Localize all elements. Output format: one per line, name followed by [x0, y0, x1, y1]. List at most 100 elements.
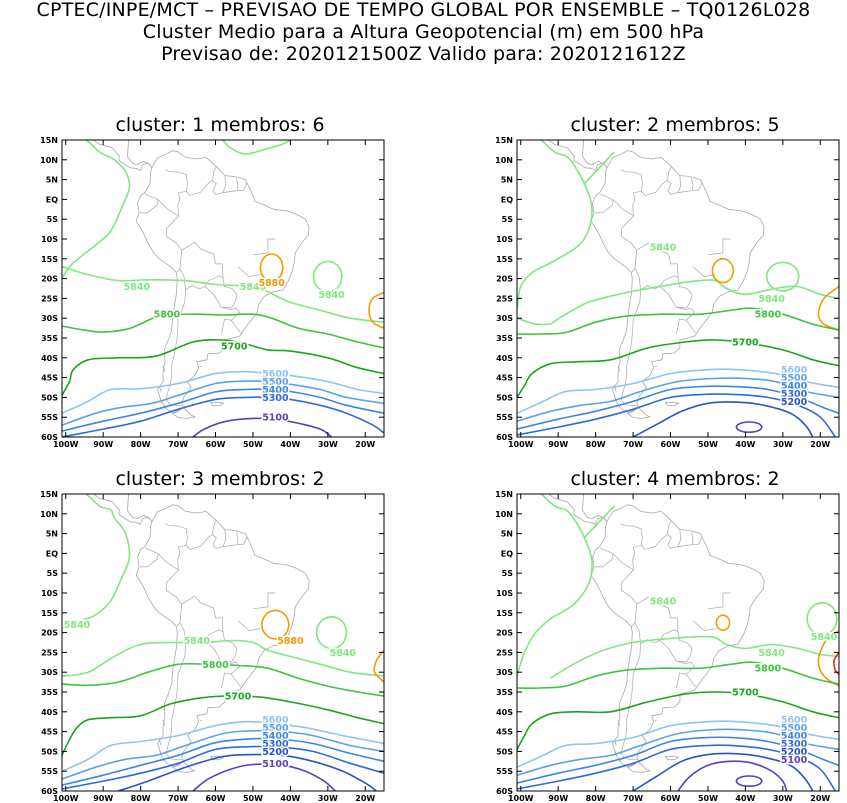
island-coastline — [158, 395, 162, 400]
lat-tick-label: 5S — [502, 569, 514, 578]
lon-tick-label: 100W — [53, 440, 79, 449]
contour-line-5300 — [517, 744, 836, 791]
contour-line-5400 — [517, 736, 839, 784]
contour-line-5840 — [312, 260, 343, 293]
border-line — [222, 529, 239, 548]
lon-tick-label: 20W — [355, 794, 375, 803]
central-america-coastline — [92, 494, 153, 525]
lon-tick-label: 40W — [735, 794, 755, 803]
border-line — [641, 172, 669, 196]
border-line — [685, 673, 696, 688]
contour-label: 5840 — [318, 290, 345, 301]
lon-tick-label: 30W — [318, 440, 338, 449]
contour-label: 5840 — [650, 242, 677, 253]
border-line — [659, 286, 693, 309]
lat-tick-label: 15N — [495, 136, 513, 145]
contour-line-5880 — [817, 285, 839, 331]
border-line — [634, 268, 679, 291]
contour-line-5100 — [677, 760, 788, 791]
contour-line-5840 — [517, 140, 593, 311]
lat-tick-label: 55S — [41, 413, 58, 422]
contour-line-5840 — [62, 140, 131, 280]
coastlines — [92, 494, 310, 773]
lat-tick-label: 5N — [46, 176, 58, 185]
lat-tick-label: 30S — [41, 668, 58, 677]
lat-tick-label: 55S — [41, 767, 58, 776]
lon-tick-label: 30W — [773, 440, 793, 449]
lat-tick-label: 50S — [496, 747, 513, 756]
lon-tick-label: 90W — [548, 794, 568, 803]
contour-label: 5200 — [781, 747, 808, 758]
contour-label: 5300 — [781, 389, 808, 400]
contour-line-5880 — [711, 257, 735, 284]
contour-line-5880 — [715, 614, 731, 632]
lon-tick-label: 100W — [508, 440, 534, 449]
contour-label: 5840 — [64, 620, 91, 631]
contour-line-5100 — [192, 763, 336, 791]
border-line — [668, 166, 672, 173]
map-panel-4: 5840 5840 5840 5800 5700 56005500540053005200… — [495, 490, 840, 803]
lat-tick-label: EQ — [46, 195, 58, 204]
lon-tick-label: 70W — [168, 794, 188, 803]
lat-tick-label: 15S — [41, 255, 58, 264]
lat-tick-label: 55S — [496, 413, 513, 422]
border-line — [237, 182, 248, 192]
contour-label: 5300 — [781, 739, 808, 750]
contour-label: 5600 — [262, 369, 289, 380]
lat-tick-label: 35S — [41, 334, 58, 343]
border-line — [139, 193, 159, 214]
contour-line-5600 — [62, 370, 384, 414]
contour-line-5500 — [62, 729, 384, 780]
contour-label: 5400 — [262, 385, 289, 396]
contour-line-5880 — [259, 253, 284, 282]
tierra-del-fuego-coastline — [172, 761, 196, 773]
falkland-islands-coastline — [665, 755, 680, 761]
lat-tick-label: 40S — [41, 708, 58, 717]
border-line — [612, 199, 638, 273]
contour-line-5600 — [517, 368, 839, 414]
border-line — [165, 643, 186, 760]
panel-1-title: cluster: 1 membros: 6 — [115, 114, 325, 136]
lat-tick-label: 35S — [496, 334, 513, 343]
border-line — [677, 175, 694, 194]
contour-line-5840 — [62, 494, 131, 630]
contour-line-5840 — [62, 639, 384, 677]
lat-tick-label: 45S — [496, 728, 513, 737]
border-line — [636, 595, 680, 641]
contour-line-5840 — [583, 505, 615, 539]
lat-tick-label: 10S — [496, 235, 513, 244]
contour-label: 5800 — [755, 310, 782, 321]
lon-tick-label: 30W — [318, 794, 338, 803]
border-line — [634, 622, 679, 645]
contour-line-5400 — [62, 737, 384, 786]
lat-tick-label: 10N — [40, 510, 58, 519]
lat-tick-label: 40S — [496, 354, 513, 363]
lat-tick-label: 50S — [41, 747, 58, 756]
contour-line-5840 — [517, 317, 551, 326]
contour-label: 5600 — [781, 365, 808, 376]
lon-tick-label: 80W — [586, 794, 606, 803]
contour-line-5500 — [62, 380, 384, 426]
contour-line-5920 — [833, 651, 839, 675]
border-line — [692, 266, 716, 277]
contour-label: 5400 — [262, 731, 289, 742]
lat-tick-label: 40S — [496, 708, 513, 717]
contour-line-5400 — [517, 385, 839, 430]
contour-line-5600 — [517, 720, 839, 768]
border-line — [212, 180, 224, 195]
contour-label: 5840 — [184, 636, 211, 647]
contour-lines — [517, 494, 839, 791]
map-frame — [516, 493, 840, 792]
lat-tick-label: 45S — [41, 374, 58, 383]
lon-tick-label: 40W — [280, 794, 300, 803]
contour-line-5300 — [517, 393, 836, 437]
figure-title-line3: Previsao de: 2020121500Z Valido para: 20… — [161, 43, 686, 65]
border-line — [186, 172, 214, 196]
contour-label: 5100 — [262, 413, 289, 424]
contour-lines — [62, 494, 384, 791]
border-line — [230, 673, 241, 688]
contour-lines — [62, 140, 384, 437]
lat-tick-label: 50S — [496, 393, 513, 402]
lat-tick-label: 15S — [496, 609, 513, 618]
